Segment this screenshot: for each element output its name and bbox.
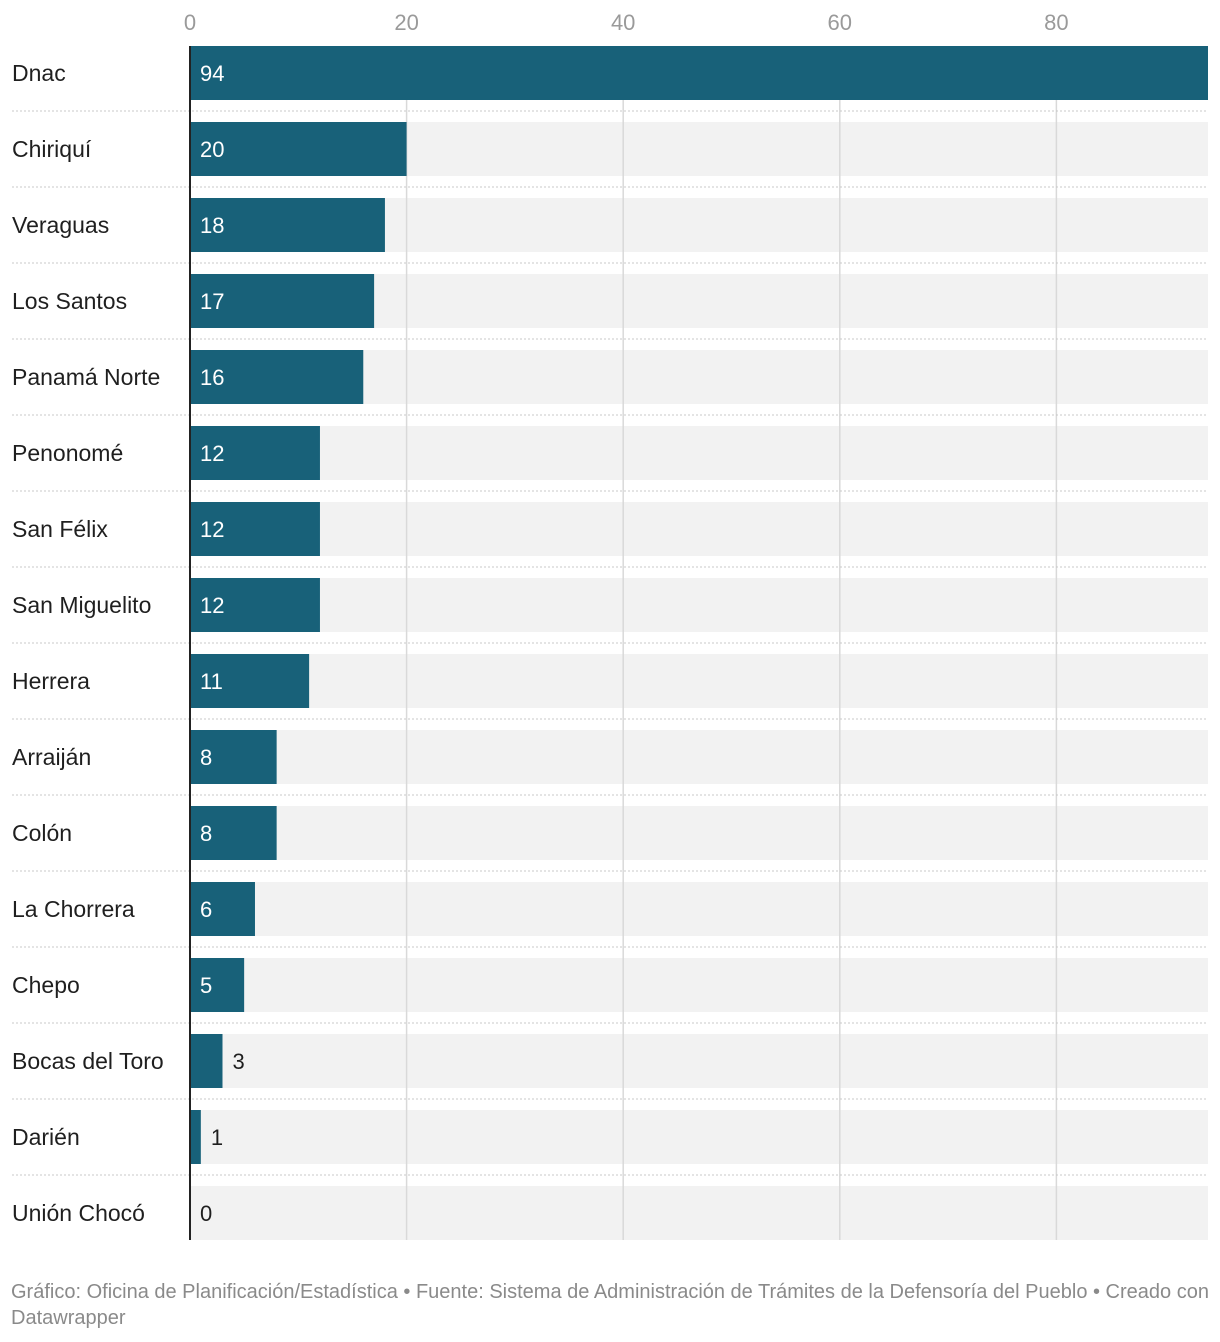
bar-track (190, 1186, 1208, 1240)
bar (190, 502, 320, 556)
x-tick-label: 60 (828, 10, 852, 35)
bar (190, 426, 320, 480)
bar-track (190, 1034, 1208, 1088)
category-label: Herrera (12, 668, 90, 694)
bar (190, 730, 277, 784)
bar (190, 654, 310, 708)
bar-track (190, 502, 1208, 556)
bar (190, 578, 320, 632)
value-label: 18 (200, 213, 224, 238)
bar (190, 882, 255, 936)
x-tick-label: 20 (394, 10, 418, 35)
category-label: Bocas del Toro (12, 1048, 164, 1074)
value-label: 12 (200, 441, 224, 466)
category-label: Unión Chocó (12, 1200, 145, 1226)
row-separators (12, 110, 1208, 1176)
value-label: 6 (200, 897, 212, 922)
x-tick-label: 40 (611, 10, 635, 35)
category-label: Veraguas (12, 212, 109, 238)
bar (190, 1034, 223, 1088)
bar (190, 958, 245, 1012)
bar (190, 274, 375, 328)
bar-track (190, 654, 1208, 708)
value-label: 8 (200, 821, 212, 846)
bar (190, 46, 1208, 100)
value-label: 17 (200, 289, 224, 314)
bar-track (190, 578, 1208, 632)
bar (190, 350, 364, 404)
bar (190, 806, 277, 860)
bar (190, 1110, 201, 1164)
bar-track (190, 730, 1208, 784)
category-label: San Miguelito (12, 592, 151, 618)
bar-track (190, 882, 1208, 936)
category-label: Penonomé (12, 440, 123, 466)
value-label: 16 (200, 365, 224, 390)
category-label: Panamá Norte (12, 364, 160, 390)
category-labels: Dnac Chiriquí Veraguas Los Santos Panamá Nor… (12, 60, 164, 1226)
value-label: 20 (200, 137, 224, 162)
category-label: Arraiján (12, 744, 91, 770)
x-tick-label: 80 (1044, 10, 1068, 35)
value-label: 11 (200, 669, 223, 694)
value-label: 12 (200, 517, 224, 542)
category-label: Los Santos (12, 288, 127, 314)
value-label: 8 (200, 745, 212, 770)
category-label: Chiriquí (12, 136, 92, 162)
category-label: Chepo (12, 972, 80, 998)
bar-track (190, 958, 1208, 1012)
value-label: 0 (200, 1201, 212, 1226)
category-label: La Chorrera (12, 896, 135, 922)
category-label: Colón (12, 820, 72, 846)
bar (190, 198, 385, 252)
value-label: 12 (200, 593, 224, 618)
bars (190, 46, 1208, 1164)
chart-footer: Gráfico: Oficina de Planificación/Estadí… (11, 1281, 1209, 1329)
bar-track (190, 806, 1208, 860)
value-label: 1 (211, 1125, 223, 1150)
category-label: Darién (12, 1124, 80, 1150)
category-label: San Félix (12, 516, 108, 542)
value-label: 3 (232, 1049, 244, 1074)
value-label: 94 (200, 61, 224, 86)
bar-track (190, 426, 1208, 480)
bar (190, 122, 407, 176)
value-label: 5 (200, 973, 212, 998)
bar-track (190, 1110, 1208, 1164)
value-labels: 94 20 18 17 16 12 12 12 11 8 8 6 5 3 1 0 (200, 61, 245, 1226)
x-tick-label: 0 (184, 10, 196, 35)
category-label: Dnac (12, 60, 66, 86)
x-axis-ticks: 0 20 40 60 80 (184, 10, 1069, 35)
